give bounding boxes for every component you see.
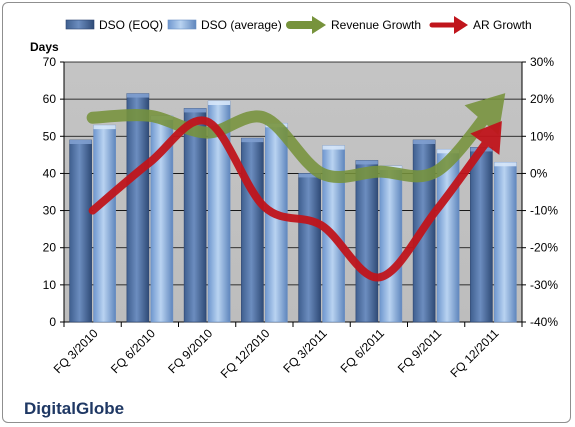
bar-dso-eoq	[298, 173, 321, 323]
bar-cap	[241, 138, 264, 143]
legend-arrow	[454, 16, 468, 34]
y-tick-label: 10	[43, 278, 57, 292]
legend-label: Revenue Growth	[331, 18, 421, 32]
bar-dso-eoq	[69, 139, 92, 323]
growth-lines	[86, 93, 506, 282]
legend-item: DSO (EOQ)	[65, 18, 163, 32]
y2-tick-label: 10%	[530, 129, 554, 143]
x-tick-label: FQ 3/2010	[51, 326, 101, 376]
bar-dso-average	[494, 161, 517, 323]
y-axis-left: 0 10 20 30 40 50 60 70	[43, 55, 64, 329]
bar-cap	[298, 173, 321, 178]
ar-growth-series	[88, 116, 502, 282]
y-tick-label: 40	[43, 166, 57, 180]
legend-swatch	[65, 19, 95, 30]
x-tick-label: FQ 12/2011	[447, 326, 501, 380]
y-tick-label: 70	[43, 55, 57, 69]
ar-growth-line	[88, 116, 498, 282]
y2-tick-label: 20%	[530, 92, 554, 106]
y2-tick-label: -30%	[530, 278, 558, 292]
y2-tick-label: -10%	[530, 204, 558, 218]
y-axis-right: -40% -30% -20% -10% 0% 10% 20% 30%	[522, 55, 558, 329]
ar-growth-arrowhead	[470, 120, 502, 155]
y-tick-label: 60	[43, 92, 57, 106]
bar-dso-average	[265, 122, 288, 323]
bar-cap	[126, 93, 149, 98]
revenue-growth-line	[86, 100, 500, 183]
x-tick-label: FQ 6/2011	[338, 326, 388, 376]
bar-cap	[184, 108, 207, 113]
bar-dso-average	[93, 124, 116, 323]
y-tick-label: 50	[43, 129, 57, 143]
y-tick-label: 20	[43, 241, 57, 255]
legend-label: DSO (average)	[201, 18, 282, 32]
x-axis: FQ 3/2010 FQ 6/2010 FQ 9/2010 FQ 12/2010 FQ …	[51, 322, 523, 381]
bar-dso-eoq	[470, 147, 493, 323]
bar-cap	[93, 125, 116, 130]
legend-item: DSO (average)	[167, 18, 282, 32]
x-tick-label: FQ 9/2010	[165, 326, 215, 376]
bars-group	[69, 93, 517, 323]
y2-tick-label: 30%	[530, 55, 554, 69]
bar-cap	[208, 101, 231, 105]
bar-cap	[69, 140, 92, 144]
bar-cap	[437, 149, 460, 154]
legend: DSO (EOQ) DSO (average) Revenue Growth AR G…	[65, 16, 532, 34]
legend-swatch	[167, 19, 197, 30]
bar-cap	[494, 162, 517, 167]
x-tick-label: FQ 3/2011	[280, 326, 330, 376]
bar-cap	[322, 145, 345, 150]
legend-item: Revenue Growth	[286, 16, 421, 34]
legend-label: AR Growth	[473, 18, 532, 32]
y2-tick-label: 0%	[530, 166, 548, 180]
x-tick-label: FQ 12/2010	[218, 326, 273, 381]
bar-dso-eoq	[241, 137, 264, 323]
y2-tick-label: -40%	[530, 315, 558, 329]
legend-item: AR Growth	[429, 16, 532, 34]
bar-dso-average	[379, 165, 403, 323]
y-axis-title: Days	[30, 40, 59, 54]
x-tick-label: FQ 6/2010	[108, 326, 158, 376]
bar-cap	[413, 140, 436, 144]
legend-label: DSO (EOQ)	[99, 18, 163, 32]
y2-tick-label: -20%	[530, 241, 558, 255]
legend-arrow	[312, 16, 326, 34]
bar-dso-eoq	[355, 160, 379, 323]
y-tick-label: 30	[43, 204, 57, 218]
bar-dso-eoq	[183, 108, 207, 323]
y-tick-label: 0	[49, 315, 56, 329]
bar-dso-eoq	[126, 93, 150, 323]
bar-cap	[355, 160, 378, 165]
x-tick-label: FQ 9/2011	[395, 326, 445, 376]
company-name: DigitalGlobe	[24, 399, 124, 418]
